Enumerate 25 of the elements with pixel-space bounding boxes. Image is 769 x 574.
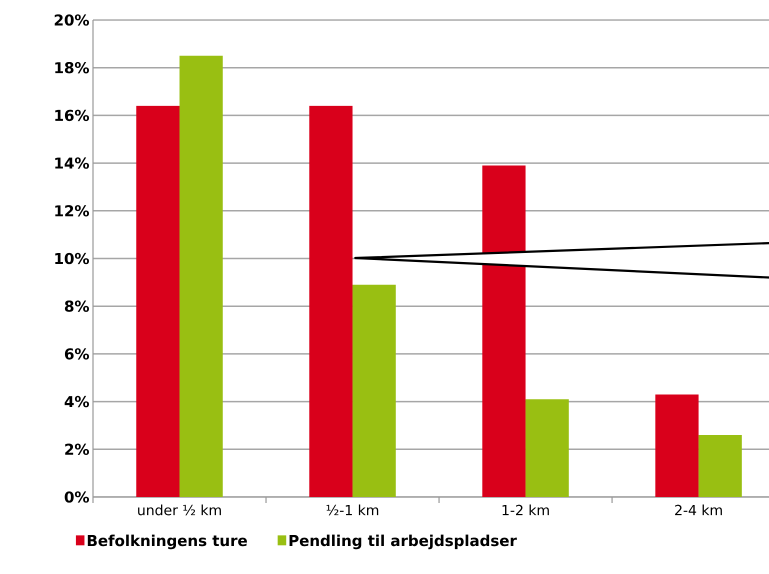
y-tick-label: 6%: [64, 348, 89, 360]
bar: [698, 434, 742, 497]
y-tick-label: 16%: [55, 110, 89, 122]
y-tick-label: 20%: [54, 14, 89, 26]
bar: [482, 165, 526, 497]
legend-label: Pendling til arbejdspladser: [290, 534, 517, 550]
y-tick-label: 8%: [64, 300, 89, 312]
bar: [655, 394, 699, 497]
bar: [136, 106, 180, 497]
y-tick-label: 4%: [64, 396, 89, 408]
bar: [180, 56, 223, 497]
y-tick-label: 14%: [55, 157, 89, 169]
legend-label: Befolkningens ture: [88, 534, 247, 550]
x-tick-label: under ½ km: [138, 504, 221, 516]
y-tick-label: 0%: [64, 491, 89, 503]
y-tick-label: 2%: [65, 444, 89, 455]
bar: [352, 284, 396, 497]
bar: [526, 399, 569, 497]
x-tick-label: 2-4 km: [675, 504, 722, 516]
y-tick-label: 12%: [55, 205, 89, 216]
x-tick-label: ½-1 km: [326, 504, 378, 516]
y-tick-label: 10%: [55, 252, 89, 264]
x-tick-label: 1-2 km: [502, 504, 549, 516]
y-tick-label: 18%: [55, 62, 89, 74]
bar: [309, 106, 353, 497]
